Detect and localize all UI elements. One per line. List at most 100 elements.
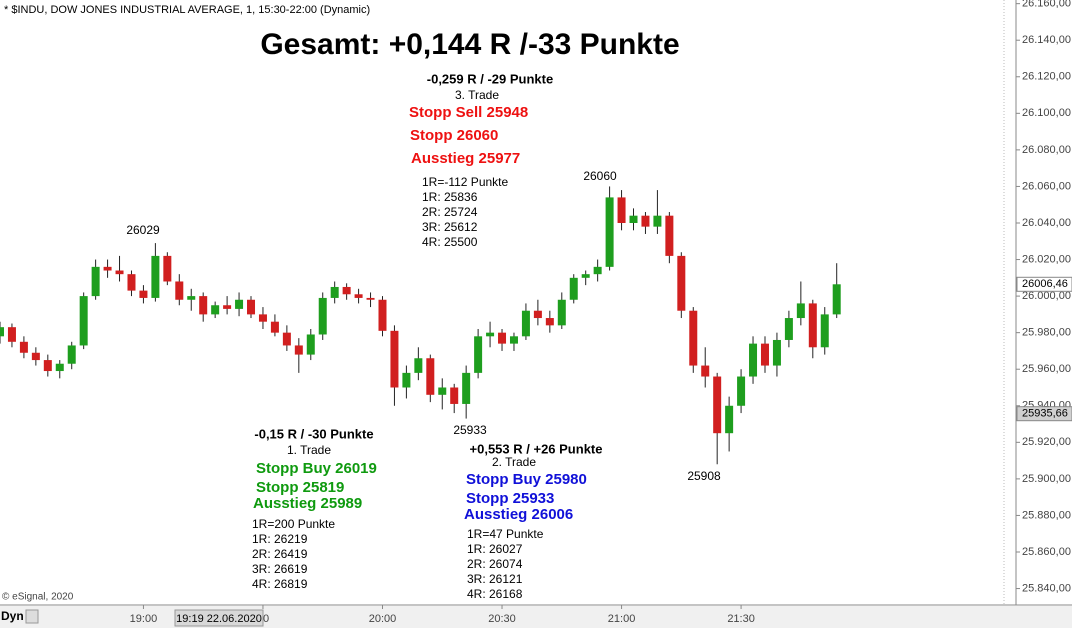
candle-body [498, 332, 507, 344]
price-tag-label: 25935,66 [1022, 408, 1068, 420]
candle-body [593, 266, 602, 275]
candle-body [366, 297, 375, 300]
trade-result: +0,553 R / +26 Punkte [470, 441, 603, 456]
y-tick-label: 25.920,00 [1022, 436, 1071, 448]
price-label: 26060 [583, 169, 617, 183]
candle-body [808, 303, 817, 348]
candle-body [617, 197, 626, 223]
candle-body [19, 341, 28, 353]
candle-body [533, 310, 542, 319]
candle-body [557, 299, 566, 326]
y-tick-label: 26.000,00 [1022, 290, 1071, 302]
candle-body [772, 339, 781, 366]
trade-target: 2R: 25724 [422, 205, 478, 219]
trade-target: 1R=47 Punkte [467, 527, 544, 541]
y-tick-label: 25.900,00 [1022, 473, 1071, 485]
trade-order: Ausstieg 26006 [464, 506, 573, 523]
mode-label: Dyn [1, 609, 24, 623]
candle-body [832, 284, 841, 315]
cursor-time-box [174, 609, 264, 627]
price-tag-box [1016, 276, 1072, 292]
candle-body [820, 314, 829, 348]
candle-body [294, 345, 303, 355]
trade-target: 3R: 25612 [422, 220, 478, 234]
candle-body [701, 365, 710, 377]
candle-body [43, 360, 52, 372]
trade-result: -0,259 R / -29 Punkte [427, 71, 553, 86]
y-tick-label: 25.880,00 [1022, 509, 1071, 521]
candle-body [402, 372, 411, 388]
candle-body [749, 343, 758, 377]
trade-order: Stopp Buy 26019 [256, 460, 377, 477]
candle-body [438, 387, 447, 395]
candle-body [139, 290, 148, 298]
candle-body [390, 330, 399, 388]
candle-body [211, 305, 220, 315]
trade-order: Stopp 25819 [256, 479, 344, 496]
x-tick-label: 21:30 [727, 613, 755, 625]
candle-body [31, 352, 40, 361]
y-tick-label: 26.040,00 [1022, 217, 1071, 229]
trade-target: 4R: 26819 [252, 577, 308, 591]
candle-body [7, 327, 16, 342]
copyright: © eSignal, 2020 [2, 592, 74, 603]
candle-body [641, 215, 650, 227]
price-label: 25908 [687, 469, 721, 483]
candle-body [235, 299, 244, 309]
candle-body [426, 358, 435, 395]
trade-target: 1R=200 Punkte [252, 517, 335, 531]
candle-body [725, 405, 734, 434]
y-tick-label: 25.840,00 [1022, 582, 1071, 594]
candle-body [665, 215, 674, 256]
y-tick-label: 26.160,00 [1022, 0, 1071, 10]
y-tick-label: 25.960,00 [1022, 363, 1071, 375]
candle-body [737, 376, 746, 406]
candle-body [414, 358, 423, 373]
trade-result: -0,15 R / -30 Punkte [254, 426, 373, 441]
candle-body [282, 332, 291, 346]
candle-body [187, 296, 196, 300]
trade-name: 2. Trade [492, 455, 536, 469]
chart-header: * $INDU, DOW JONES INDUSTRIAL AVERAGE, 1… [4, 4, 370, 16]
candle-body [509, 336, 518, 344]
trade-order: Ausstieg 25989 [253, 495, 362, 512]
candle-body [486, 332, 495, 337]
candles [0, 186, 841, 465]
y-tick-label: 26.120,00 [1022, 71, 1071, 83]
trade-target: 1R: 26219 [252, 532, 308, 546]
candle-body [689, 310, 698, 366]
candle-body [103, 266, 112, 271]
trade-target: 3R: 26619 [252, 562, 308, 576]
trade-order: Stopp Buy 25980 [466, 471, 587, 488]
trade-order: Stopp 26060 [410, 127, 498, 144]
candle-body [115, 270, 124, 275]
candle-body [0, 327, 4, 337]
candle-body [605, 197, 614, 267]
candle-body [581, 274, 590, 278]
cursor-time-label: 19:19 22.06.2020 [176, 613, 262, 625]
price-tag-label: 26006,46 [1022, 278, 1068, 290]
candle-body [67, 345, 76, 364]
candle-body [462, 372, 471, 404]
candle-body [677, 255, 686, 311]
y-tick-label: 26.080,00 [1022, 144, 1071, 156]
candle-body [378, 299, 387, 331]
candle-body [450, 387, 459, 404]
price-label: 26029 [126, 223, 160, 237]
candle-body [270, 321, 279, 333]
y-tick-label: 26.140,00 [1022, 34, 1071, 46]
trade-target: 4R: 25500 [422, 235, 478, 249]
trade-order: Stopp 25933 [466, 490, 554, 507]
candle-body [354, 294, 363, 298]
candle-body [713, 376, 722, 434]
x-tick-label: 19:00 [130, 613, 158, 625]
lock-icon[interactable] [25, 609, 39, 624]
candle-body [545, 318, 554, 326]
chart-title: Gesamt: +0,144 R /-33 Punkte [260, 28, 679, 61]
candle-body [258, 314, 267, 322]
candle-body [760, 343, 769, 366]
trade-name: 3. Trade [455, 88, 499, 102]
x-tick-label: 21:00 [608, 613, 636, 625]
